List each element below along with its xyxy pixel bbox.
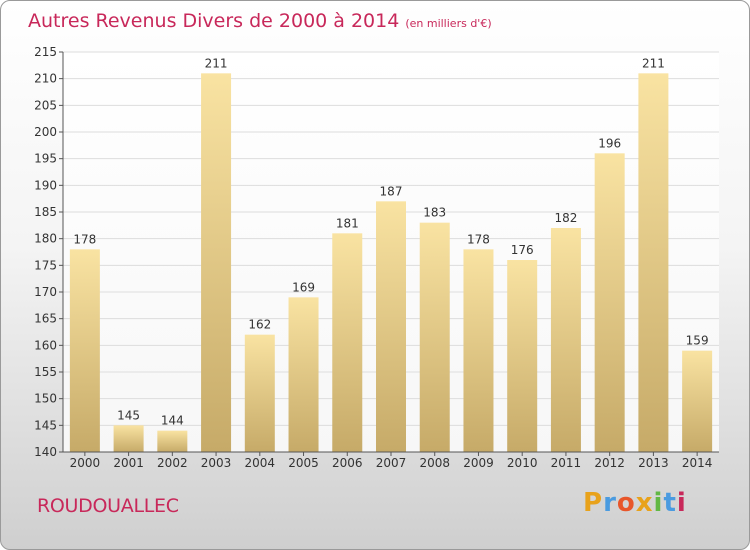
bar (288, 297, 319, 452)
x-tick-label: 2002 (157, 456, 188, 470)
x-tick-label: 2010 (507, 456, 538, 470)
data-label: 178 (467, 232, 490, 246)
bar (550, 228, 581, 452)
y-tick-label: 180 (34, 232, 57, 246)
logo-letter: t (663, 488, 677, 518)
bar (113, 425, 144, 452)
y-tick-label: 175 (34, 258, 57, 272)
x-tick-label: 2003 (201, 456, 232, 470)
x-tick-label: 2005 (288, 456, 319, 470)
x-tick-label: 2004 (245, 456, 276, 470)
data-label: 159 (686, 334, 709, 348)
y-tick-label: 210 (34, 72, 57, 86)
data-label: 178 (73, 232, 96, 246)
logo-letter: i (653, 488, 664, 518)
y-tick-label: 215 (34, 45, 57, 59)
commune-name: ROUDOUALLEC (37, 495, 179, 517)
bar (157, 430, 188, 452)
x-tick-label: 2014 (682, 456, 713, 470)
data-label: 211 (205, 56, 228, 70)
y-tick-label: 200 (34, 125, 57, 139)
data-label: 196 (598, 136, 621, 150)
y-tick-label: 165 (34, 312, 57, 326)
data-label: 162 (248, 318, 271, 332)
proxiti-logo[interactable]: Proxiti (583, 488, 687, 518)
data-label: 183 (423, 206, 446, 220)
y-tick-label: 170 (34, 285, 57, 299)
bar (244, 334, 275, 452)
logo-letter: r (603, 488, 617, 518)
logo-letter: i (676, 488, 687, 518)
data-label: 169 (292, 280, 315, 294)
bar (682, 350, 713, 452)
bar (507, 260, 538, 452)
x-tick-label: 2000 (70, 456, 101, 470)
data-label: 211 (642, 56, 665, 70)
chart-title-text: Autres Revenus Divers de 2000 à 2014 (28, 10, 400, 32)
bar (69, 249, 100, 452)
x-tick-label: 2013 (638, 456, 669, 470)
x-tick-label: 2007 (376, 456, 407, 470)
logo-letter: P (583, 488, 604, 518)
x-tick-label: 2008 (419, 456, 450, 470)
logo-letter: o (616, 488, 636, 518)
bar (201, 73, 232, 452)
x-tick-label: 2006 (332, 456, 363, 470)
chart-unit: (en milliers d'€) (405, 17, 492, 30)
bar (594, 153, 625, 453)
data-label: 182 (554, 211, 577, 225)
y-tick-label: 155 (34, 365, 57, 379)
chart-title: Autres Revenus Divers de 2000 à 2014 (en … (28, 10, 492, 32)
data-label: 176 (511, 243, 534, 257)
data-label: 181 (336, 216, 359, 230)
bar (419, 222, 450, 452)
y-tick-label: 140 (34, 445, 57, 459)
logo-letter: x (635, 488, 654, 518)
y-tick-label: 150 (34, 392, 57, 406)
y-tick-label: 195 (34, 152, 57, 166)
x-tick-label: 2009 (463, 456, 494, 470)
x-tick-label: 2012 (594, 456, 625, 470)
y-tick-label: 145 (34, 418, 57, 432)
data-label: 187 (380, 184, 403, 198)
y-tick-label: 160 (34, 338, 57, 352)
data-label: 144 (161, 414, 184, 428)
bar (332, 233, 363, 452)
data-label: 145 (117, 408, 140, 422)
bar (638, 73, 669, 452)
bar (463, 249, 494, 452)
x-tick-label: 2011 (551, 456, 582, 470)
x-tick-label: 2001 (113, 456, 144, 470)
bar (376, 201, 406, 452)
y-tick-label: 185 (34, 205, 57, 219)
y-tick-label: 205 (34, 98, 57, 112)
y-tick-label: 190 (34, 178, 57, 192)
